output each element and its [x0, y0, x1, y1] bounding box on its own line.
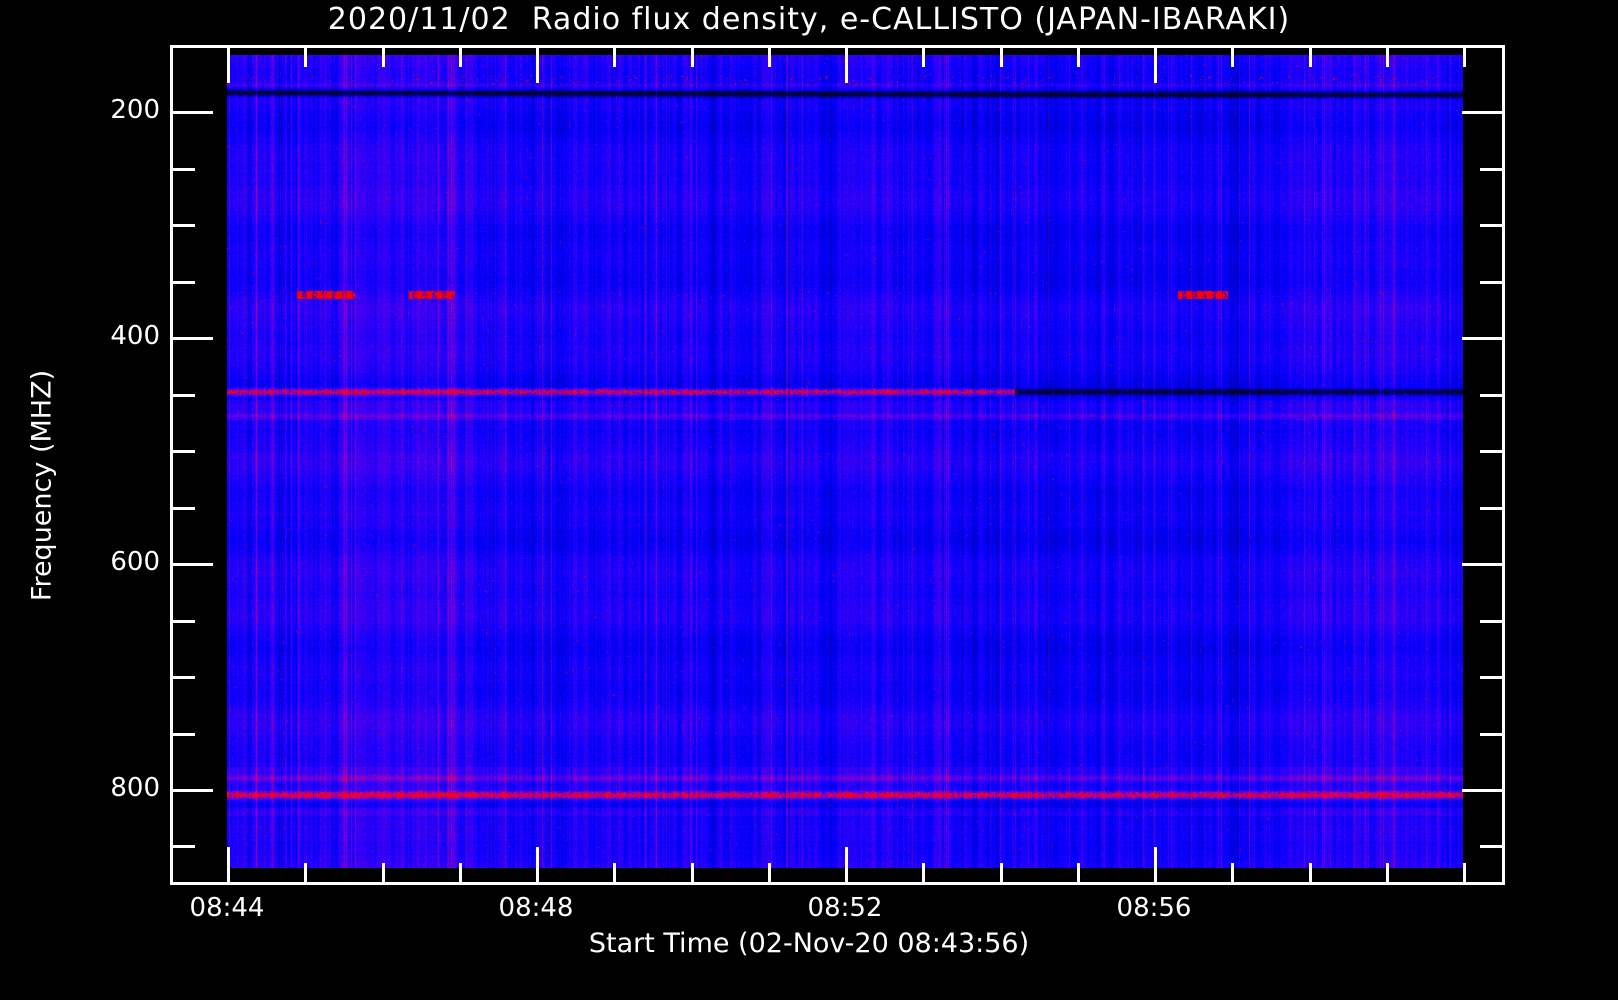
- y-minor-tick: [1480, 224, 1505, 227]
- x-minor-tick: [922, 863, 925, 885]
- spectrogram-plot-area: [227, 55, 1463, 868]
- y-tick-label: 600: [110, 547, 160, 578]
- y-axis-tick-labels: 200 400 600 800: [0, 0, 160, 1000]
- y-minor-tick: [1480, 845, 1505, 848]
- y-minor-tick: [1480, 168, 1505, 171]
- x-minor-tick: [1386, 863, 1389, 885]
- y-minor-tick: [1480, 450, 1505, 453]
- y-minor-tick: [170, 676, 195, 679]
- y-minor-tick: [1480, 620, 1505, 623]
- x-minor-tick: [1231, 45, 1234, 67]
- x-minor-tick: [304, 863, 307, 885]
- y-minor-tick: [170, 733, 195, 736]
- x-minor-tick: [1463, 863, 1466, 885]
- y-major-tick: [1462, 337, 1505, 340]
- x-minor-tick: [1386, 45, 1389, 67]
- y-minor-tick: [1480, 281, 1505, 284]
- x-minor-tick: [1231, 863, 1234, 885]
- x-minor-tick: [1077, 45, 1080, 67]
- x-tick-label: 08:44: [189, 893, 265, 923]
- x-minor-tick: [768, 863, 771, 885]
- x-minor-tick: [768, 45, 771, 67]
- y-major-tick: [170, 789, 213, 792]
- x-minor-tick: [922, 45, 925, 67]
- axis-frame: [170, 45, 1505, 885]
- y-tick-label: 200: [110, 95, 160, 126]
- y-major-tick: [170, 337, 213, 340]
- x-minor-tick: [1000, 45, 1003, 67]
- x-minor-tick: [459, 45, 462, 67]
- x-axis-title: Start Time (02-Nov-20 08:43:56): [588, 928, 1030, 959]
- y-axis-title: Frequency (MHZ): [26, 369, 58, 602]
- x-minor-tick: [1309, 863, 1312, 885]
- y-major-tick: [1462, 789, 1505, 792]
- x-tick-label: 08:48: [498, 893, 574, 923]
- y-minor-tick: [170, 507, 195, 510]
- x-minor-tick: [691, 863, 694, 885]
- x-minor-tick: [691, 45, 694, 67]
- x-minor-tick: [304, 45, 307, 67]
- y-minor-tick: [170, 281, 195, 284]
- x-major-tick: [227, 847, 230, 885]
- x-major-tick: [845, 45, 848, 83]
- y-tick-label: 400: [110, 321, 160, 352]
- x-major-tick: [536, 847, 539, 885]
- y-minor-tick: [170, 394, 195, 397]
- y-minor-tick: [170, 224, 195, 227]
- y-major-tick: [1462, 111, 1505, 114]
- x-minor-tick: [1000, 863, 1003, 885]
- x-major-tick: [536, 45, 539, 83]
- x-minor-tick: [382, 863, 385, 885]
- y-minor-tick: [170, 168, 195, 171]
- y-minor-tick: [1480, 733, 1505, 736]
- x-minor-tick: [613, 45, 616, 67]
- x-minor-tick: [1309, 45, 1312, 67]
- x-minor-tick: [459, 863, 462, 885]
- y-minor-tick: [170, 450, 195, 453]
- y-minor-tick: [1480, 507, 1505, 510]
- y-major-tick: [170, 563, 213, 566]
- x-minor-tick: [1463, 45, 1466, 67]
- x-minor-tick: [1077, 863, 1080, 885]
- x-major-tick: [227, 45, 230, 83]
- figure-title: 2020/11/02 Radio flux density, e-CALLIST…: [327, 2, 1291, 37]
- y-minor-tick: [170, 845, 195, 848]
- x-major-tick: [1154, 847, 1157, 885]
- y-major-tick: [170, 111, 213, 114]
- x-tick-label: 08:52: [807, 893, 883, 923]
- x-tick-label: 08:56: [1116, 893, 1192, 923]
- y-minor-tick: [1480, 676, 1505, 679]
- x-major-tick: [845, 847, 848, 885]
- y-minor-tick: [170, 620, 195, 623]
- x-major-tick: [1154, 45, 1157, 83]
- x-minor-tick: [382, 45, 385, 67]
- y-tick-label: 800: [110, 772, 160, 803]
- y-minor-tick: [1480, 394, 1505, 397]
- x-minor-tick: [613, 863, 616, 885]
- y-major-tick: [1462, 563, 1505, 566]
